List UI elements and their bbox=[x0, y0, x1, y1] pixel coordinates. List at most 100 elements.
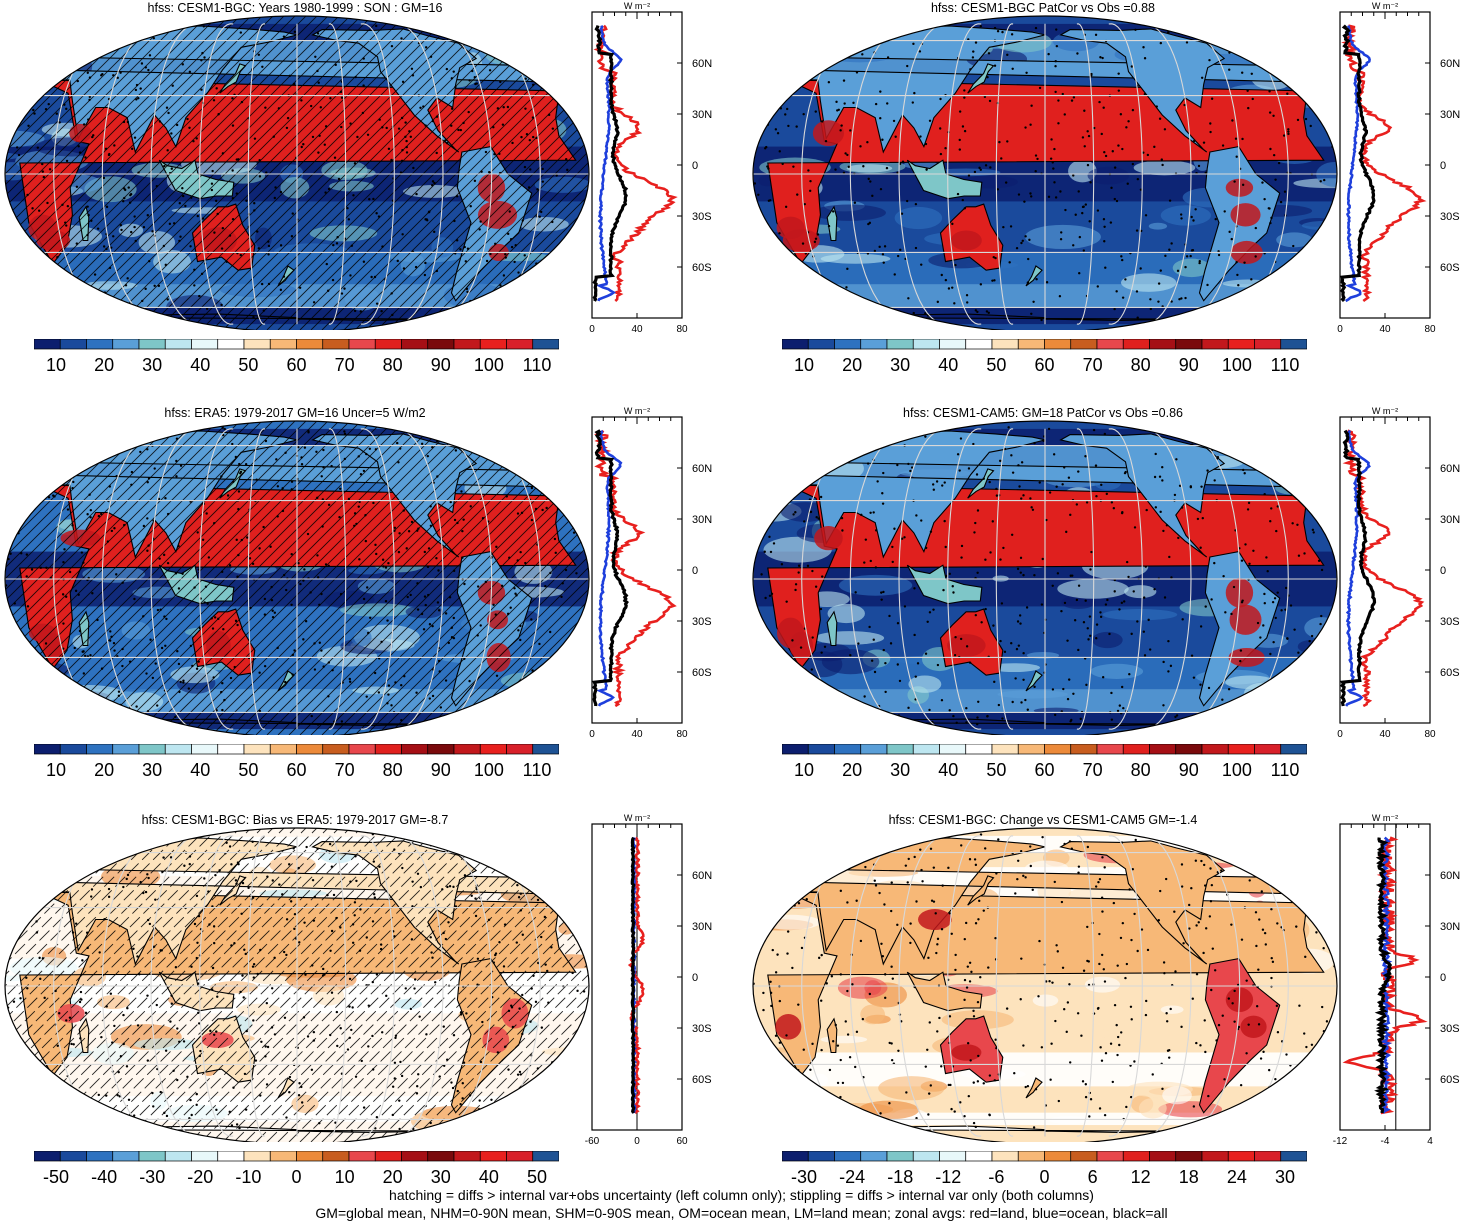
x-tick-label: -4 bbox=[1381, 1136, 1390, 1147]
colorbar-swatch bbox=[322, 1151, 350, 1162]
colorbar-swatch bbox=[1201, 339, 1229, 350]
colorbar-swatch bbox=[1149, 339, 1177, 350]
colorbar-label: 60 bbox=[286, 760, 306, 780]
footer-legend: hatching = diffs > internal var+obs unce… bbox=[0, 1187, 1483, 1221]
colorbar-swatch bbox=[1096, 339, 1124, 350]
colorbar-label: 30 bbox=[890, 760, 910, 780]
lat-tick-label: 60S bbox=[692, 1074, 712, 1086]
colorbar-label: 30 bbox=[431, 1167, 451, 1187]
lat-tick-label: 0 bbox=[1440, 160, 1446, 172]
colorbar-label: 10 bbox=[794, 355, 814, 375]
colorbar-swatch bbox=[1017, 744, 1045, 755]
continent-greenland bbox=[1186, 835, 1246, 854]
lat-tick-label: 30S bbox=[692, 211, 712, 223]
colorbar-label: 30 bbox=[142, 355, 162, 375]
world-map bbox=[4, 420, 590, 735]
colorbar-swatches bbox=[782, 339, 1307, 350]
continent-indonesia bbox=[906, 564, 983, 605]
colorbar: -30 -24 -18 -12 -6 0 6 12 18 24 30 bbox=[782, 1151, 1307, 1187]
colorbar-swatches bbox=[34, 339, 559, 350]
continent-japan bbox=[967, 63, 995, 94]
x-tick-label: 0 bbox=[1337, 729, 1343, 740]
colorbar-swatch bbox=[1070, 1151, 1098, 1162]
colorbar-label: 80 bbox=[1131, 760, 1151, 780]
zonal-frame bbox=[1339, 11, 1431, 319]
continent-japan bbox=[967, 875, 995, 906]
colorbar-swatch bbox=[453, 744, 481, 755]
colorbar-label: 50 bbox=[527, 1167, 547, 1187]
colorbar-swatch bbox=[886, 744, 914, 755]
world-map bbox=[752, 15, 1338, 330]
world-map bbox=[752, 827, 1338, 1142]
colorbar-swatch bbox=[348, 744, 376, 755]
colorbar-label: 70 bbox=[335, 760, 355, 780]
colorbar-label: 10 bbox=[46, 355, 66, 375]
lat-tick-label: 60N bbox=[692, 870, 712, 882]
panel-cam5: hfss: CESM1-CAM5: GM=18 PatCor vs Obs =0… bbox=[748, 405, 1483, 810]
map-border bbox=[4, 827, 590, 1142]
colorbar-swatch bbox=[59, 744, 87, 755]
all-zonal-curve bbox=[630, 836, 636, 1114]
colorbar-label: 6 bbox=[1088, 1167, 1098, 1187]
continent-indonesia bbox=[906, 971, 983, 1012]
colorbar-swatch bbox=[991, 339, 1019, 350]
colorbar-swatch bbox=[807, 339, 835, 350]
colorbar-label: 20 bbox=[842, 760, 862, 780]
colorbar-swatch bbox=[138, 1151, 166, 1162]
panel-change-vs-cam5: hfss: CESM1-BGC: Change vs CESM1-CAM5 GM… bbox=[748, 812, 1483, 1217]
map-border bbox=[752, 15, 1338, 330]
lat-tick-label: 30N bbox=[692, 921, 712, 933]
all-zonal-curve bbox=[592, 429, 629, 707]
panel-bgc-patcor: hfss: CESM1-BGC PatCor vs Obs =0.88 W m⁻²… bbox=[748, 0, 1483, 405]
colorbar-swatch bbox=[86, 1151, 114, 1162]
continent-greenland bbox=[438, 835, 498, 854]
colorbar-swatch bbox=[1175, 1151, 1203, 1162]
colorbar-label: 110 bbox=[1271, 760, 1300, 780]
colorbar-label: 40 bbox=[190, 355, 210, 375]
colorbar-swatch bbox=[1254, 744, 1282, 755]
colorbar-swatch bbox=[506, 339, 534, 350]
colorbar-label: 90 bbox=[1179, 355, 1199, 375]
colorbar-swatch bbox=[296, 1151, 324, 1162]
colorbar-label: 60 bbox=[286, 355, 306, 375]
colorbar-swatch bbox=[991, 1151, 1019, 1162]
zonal-unit-label: W m⁻² bbox=[1372, 2, 1398, 11]
colorbar-swatch bbox=[164, 744, 192, 755]
colorbar-swatch bbox=[912, 339, 940, 350]
colorbar-label: 24 bbox=[1227, 1167, 1247, 1187]
all-zonal-curve bbox=[1374, 837, 1393, 1114]
colorbar-label: 90 bbox=[431, 760, 451, 780]
colorbar-label: 80 bbox=[1131, 355, 1151, 375]
lat-tick-label: 60S bbox=[1440, 667, 1460, 679]
colorbar-swatch bbox=[348, 339, 376, 350]
colorbar-swatch bbox=[506, 1151, 534, 1162]
all-zonal-curve bbox=[1340, 24, 1376, 303]
x-tick-label: 0 bbox=[589, 324, 595, 335]
lat-tick-label: 60N bbox=[1440, 58, 1460, 70]
colorbar-swatches bbox=[782, 1151, 1307, 1162]
continent-samerica bbox=[450, 550, 533, 707]
colorbar-swatch bbox=[860, 339, 888, 350]
colorbar-label: 60 bbox=[1034, 760, 1054, 780]
colorbar-swatch bbox=[912, 744, 940, 755]
colorbar-swatch bbox=[965, 1151, 993, 1162]
colorbar-swatch bbox=[112, 339, 140, 350]
colorbar-swatch bbox=[1149, 744, 1177, 755]
zonal-average-plot: W m⁻² 60N 30N 0 30S 60S 0 40 80 bbox=[589, 2, 712, 335]
colorbar-label: 10 bbox=[46, 760, 66, 780]
x-tick-label: 40 bbox=[1379, 729, 1391, 740]
zonal-average-plot: W m⁻² 60N 30N 0 30S 60S -60 0 60 bbox=[585, 814, 712, 1147]
x-tick-label: 40 bbox=[1379, 324, 1391, 335]
colorbar-swatch bbox=[991, 744, 1019, 755]
colorbar-swatch bbox=[138, 744, 166, 755]
colorbar-swatch bbox=[1280, 339, 1307, 350]
continent-japan bbox=[967, 468, 995, 499]
stippling-overlay bbox=[5, 426, 589, 726]
colorbar-label: 90 bbox=[431, 355, 451, 375]
colorbar-label: 50 bbox=[238, 760, 258, 780]
world-map bbox=[4, 15, 590, 330]
colorbar-swatch bbox=[191, 339, 219, 350]
colorbar-swatch bbox=[243, 744, 271, 755]
colorbar-swatch bbox=[269, 1151, 297, 1162]
footer-line-2: GM=global mean, NHM=0-90N mean, SHM=0-90… bbox=[315, 1205, 1168, 1221]
